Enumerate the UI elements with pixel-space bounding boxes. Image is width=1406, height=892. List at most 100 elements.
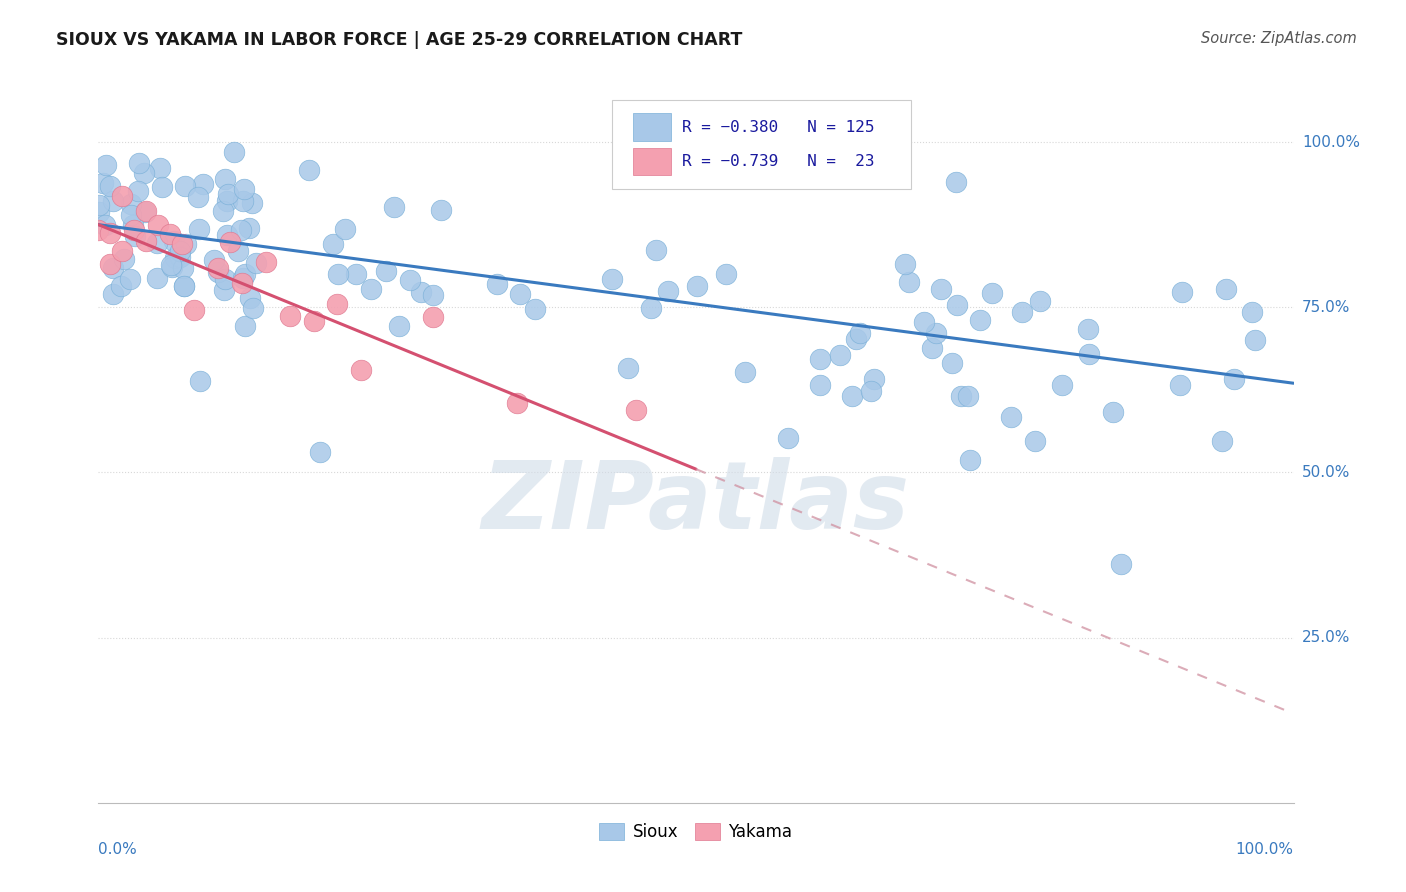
Point	[214, 272, 236, 286]
Point	[215, 228, 238, 243]
Point	[1011, 305, 1033, 319]
Point	[135, 203, 157, 218]
Point	[863, 372, 886, 386]
Point	[981, 285, 1004, 300]
Point	[233, 182, 256, 196]
Point	[506, 396, 529, 410]
Text: 50.0%: 50.0%	[1302, 465, 1350, 480]
Point	[950, 389, 973, 403]
Point	[778, 431, 800, 445]
Point	[242, 301, 264, 315]
Point	[240, 195, 263, 210]
Point	[716, 267, 738, 281]
Point	[894, 257, 917, 271]
Point	[121, 218, 143, 232]
Point	[254, 255, 277, 269]
Point	[810, 351, 832, 366]
Point	[132, 166, 155, 180]
Point	[162, 260, 184, 274]
Point	[360, 282, 382, 296]
Point	[191, 178, 214, 192]
Point	[411, 285, 433, 299]
Point	[169, 250, 191, 264]
Text: SIOUX VS YAKAMA IN LABOR FORCE | AGE 25-29 CORRELATION CHART: SIOUX VS YAKAMA IN LABOR FORCE | AGE 25-…	[56, 31, 742, 49]
Point	[956, 389, 979, 403]
Point	[640, 301, 662, 316]
Point	[134, 204, 156, 219]
FancyBboxPatch shape	[613, 100, 911, 189]
Point	[375, 264, 398, 278]
Point	[94, 158, 117, 172]
Point	[87, 222, 110, 236]
Text: R = −0.380   N = 125: R = −0.380 N = 125	[682, 120, 875, 135]
Point	[1171, 285, 1194, 299]
Point	[734, 365, 756, 379]
Point	[921, 341, 943, 355]
Point	[523, 302, 546, 317]
Point	[1000, 409, 1022, 424]
Point	[298, 163, 321, 178]
Point	[617, 360, 640, 375]
Point	[89, 205, 111, 219]
Point	[1168, 378, 1191, 392]
Point	[1211, 434, 1233, 449]
Point	[163, 234, 186, 248]
Point	[187, 190, 209, 204]
Point	[219, 235, 242, 250]
Text: Source: ZipAtlas.com: Source: ZipAtlas.com	[1201, 31, 1357, 46]
Point	[912, 315, 935, 329]
Point	[945, 298, 967, 312]
Point	[222, 145, 245, 160]
Point	[1240, 305, 1263, 319]
Point	[1109, 557, 1132, 571]
Point	[302, 314, 325, 328]
Point	[149, 161, 172, 175]
Point	[135, 234, 157, 248]
Point	[657, 284, 679, 298]
Point	[229, 223, 252, 237]
Text: 100.0%: 100.0%	[1236, 842, 1294, 857]
Point	[430, 203, 453, 218]
Point	[173, 279, 195, 293]
Point	[278, 309, 301, 323]
Point	[187, 222, 209, 236]
Point	[245, 256, 267, 270]
Point	[159, 227, 181, 241]
Point	[150, 179, 173, 194]
Point	[959, 453, 981, 467]
Point	[1077, 322, 1099, 336]
Point	[212, 283, 235, 297]
Point	[388, 318, 411, 333]
Point	[160, 258, 183, 272]
Point	[232, 271, 254, 285]
Point	[232, 194, 254, 208]
Point	[146, 271, 169, 285]
Point	[626, 403, 648, 417]
Point	[231, 276, 253, 290]
Point	[111, 244, 134, 258]
Point	[120, 272, 142, 286]
Text: R = −0.739   N =  23: R = −0.739 N = 23	[682, 153, 875, 169]
Point	[98, 226, 122, 240]
Point	[120, 197, 142, 211]
Point	[941, 356, 963, 370]
Point	[645, 243, 668, 257]
Point	[925, 326, 948, 340]
Point	[239, 292, 262, 306]
Point	[399, 273, 422, 287]
Point	[322, 237, 344, 252]
Point	[1024, 434, 1046, 448]
Point	[120, 209, 142, 223]
Point	[215, 194, 238, 209]
Point	[897, 275, 920, 289]
Point	[422, 310, 444, 325]
Point	[111, 189, 134, 203]
Point	[1077, 346, 1099, 360]
Point	[214, 172, 236, 186]
Point	[235, 267, 257, 281]
Text: 100.0%: 100.0%	[1302, 135, 1360, 150]
Point	[808, 378, 831, 392]
FancyBboxPatch shape	[633, 113, 671, 141]
Point	[830, 348, 852, 362]
Point	[91, 176, 114, 190]
